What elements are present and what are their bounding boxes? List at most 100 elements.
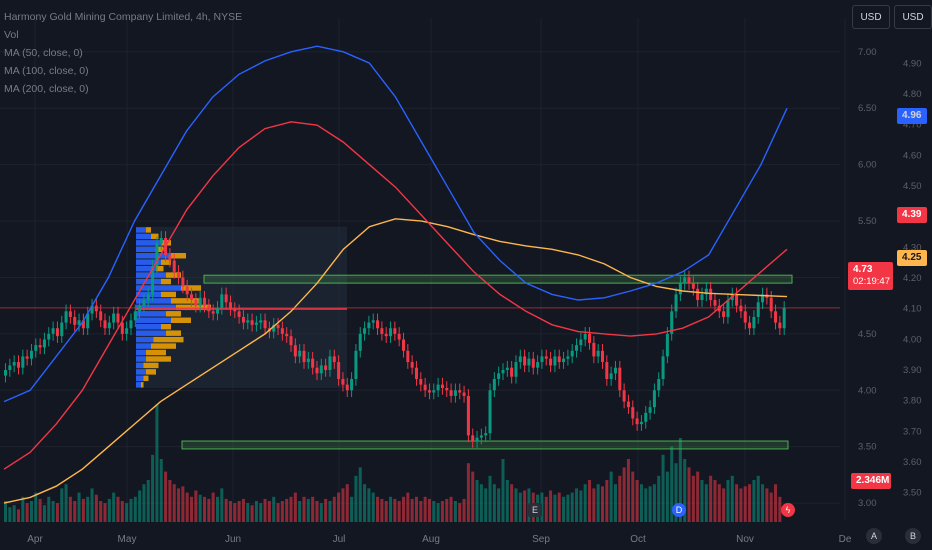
volume-bar [181, 486, 185, 522]
volume-profile-up-bar [136, 246, 156, 253]
volume-bar [142, 484, 146, 522]
volume-profile-up-bar [136, 298, 171, 304]
candle-body [691, 283, 695, 289]
candle-body [12, 362, 16, 366]
candle-body [341, 378, 345, 385]
volume-bar [224, 498, 228, 522]
candle-body [363, 328, 367, 334]
candle-body [423, 384, 427, 391]
volume-bar [639, 484, 643, 522]
volume-bar [202, 496, 207, 522]
volume-bar [726, 480, 730, 522]
candle-body [497, 373, 501, 379]
volume-bar [665, 471, 669, 522]
volume-bar [315, 501, 319, 522]
price-tick-right: 3.50 [903, 488, 922, 499]
volume-profile-up-bar [136, 311, 166, 317]
candle-body [51, 328, 55, 334]
volume-bar [570, 492, 574, 522]
volume-bar [73, 501, 77, 522]
candle-body [185, 286, 189, 295]
price-tick-left: 6.50 [858, 103, 877, 114]
candle-body [103, 320, 107, 329]
volume-bar [700, 480, 704, 522]
volume-profile-up-bar [136, 227, 146, 233]
candle-body [129, 320, 133, 329]
candle-body [618, 367, 622, 391]
candle-body [579, 339, 583, 346]
candle-body [752, 316, 756, 329]
volume-profile-up-bar [136, 304, 176, 311]
price-tick-right: 4.30 [903, 242, 922, 253]
volume-bar [432, 501, 436, 522]
volume-bar [8, 507, 12, 522]
candle-body [263, 320, 267, 329]
candle-body [774, 311, 778, 323]
volume-bar [492, 484, 496, 522]
candle-body [181, 277, 185, 287]
volume-profile-up-bar [136, 356, 146, 362]
ma50-line [3, 45, 788, 403]
candle-body [492, 378, 496, 391]
candle-body [639, 421, 643, 425]
volume-bar [553, 494, 557, 522]
volume-profile-down-bar [161, 259, 171, 265]
volume-bar [484, 488, 488, 522]
volume-profile-up-bar [136, 362, 144, 369]
flash-event-icon[interactable]: ϟ [781, 503, 795, 517]
candle-body [380, 328, 384, 334]
volume-bar [60, 488, 64, 522]
volume-bar [220, 488, 224, 522]
candle-body [224, 294, 228, 303]
log-scale-button[interactable]: B [905, 528, 921, 544]
volume-bar [112, 492, 116, 522]
price-tick-right: 3.80 [903, 396, 922, 407]
candle-body [553, 356, 557, 366]
candle-body [471, 435, 475, 442]
candle-body [228, 302, 232, 310]
candle-body [406, 350, 410, 363]
candle-body [350, 378, 354, 391]
volume-bar [21, 496, 25, 522]
auto-scale-button[interactable]: A [866, 528, 882, 544]
volume-profile-up-bar [136, 272, 166, 278]
candle-body [544, 356, 548, 359]
volume-bar [237, 501, 241, 522]
volume-bar [47, 496, 51, 522]
currency-button-right[interactable]: USD [894, 5, 932, 29]
dividend-marker[interactable]: D [672, 503, 686, 517]
volume-bar [280, 501, 284, 522]
volume-bar [371, 492, 375, 522]
candle-body [168, 254, 172, 261]
candle-body [259, 320, 263, 323]
candle-body [29, 350, 33, 359]
candle-body [609, 373, 613, 379]
price-tick-right: 4.50 [903, 181, 922, 192]
volume-profile-down-bar [166, 311, 181, 317]
volume-bar [241, 498, 245, 522]
candle-body [146, 294, 150, 301]
currency-button-left[interactable]: USD [852, 5, 890, 29]
volume-bar [302, 496, 306, 522]
candle-body [55, 328, 59, 337]
candle-body [125, 328, 129, 334]
volume-profile-up-bar [136, 343, 151, 349]
candle-body [237, 311, 241, 317]
volume-profile-up-bar [136, 233, 151, 240]
volume-bar [566, 494, 570, 522]
candle-body [220, 294, 224, 308]
volume-bar [765, 488, 769, 522]
volume-bar [99, 501, 103, 522]
candle-body [722, 311, 726, 317]
candle-body [215, 307, 220, 314]
volume-bar [324, 498, 328, 522]
volume-bar [588, 480, 592, 522]
earnings-marker[interactable]: E [528, 503, 542, 517]
volume-bar [414, 496, 418, 522]
volume-bar [449, 496, 453, 522]
volume-bar [523, 490, 527, 522]
volume-bar [761, 484, 765, 522]
candle-body [151, 266, 155, 295]
volume-profile-up-bar [136, 349, 146, 356]
